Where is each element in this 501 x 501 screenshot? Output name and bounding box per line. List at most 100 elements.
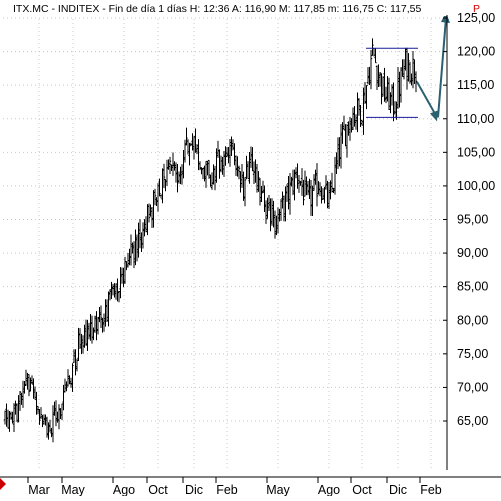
ohlc-bar	[110, 281, 113, 300]
ohlc-bar	[242, 171, 245, 201]
ohlc-bar	[78, 328, 82, 349]
ohlc-bar	[86, 319, 89, 352]
header-tag[interactable]: P	[473, 3, 480, 15]
ohlc-bar	[297, 175, 301, 193]
ohlc-bar	[396, 66, 400, 109]
ohlc-bar	[18, 391, 22, 411]
ohlc-bar	[57, 404, 61, 430]
ohlc-bar	[6, 409, 10, 429]
ohlc-bar	[216, 140, 220, 158]
ohlc-bar	[87, 322, 91, 340]
ohlc-bar	[213, 165, 217, 191]
ohlc-bar	[111, 283, 115, 296]
ohlc-bar	[134, 229, 137, 266]
ohlc-bar	[222, 151, 226, 177]
ohlc-bar	[84, 319, 88, 346]
ohlc-bar	[210, 172, 214, 190]
ohlc-bar	[179, 166, 182, 185]
ohlc-bar	[234, 155, 238, 176]
ohlc-bar	[89, 314, 92, 341]
ohlc-bar	[177, 171, 181, 184]
ohlc-bar	[116, 278, 119, 302]
ohlc-bar	[17, 395, 20, 423]
ohlc-bar	[189, 142, 193, 146]
ohlc-bar	[287, 175, 290, 210]
ohlc-bar	[354, 114, 358, 130]
ohlc-bar	[398, 71, 401, 108]
ohlc-bar	[255, 164, 259, 193]
ohlc-bar	[240, 163, 244, 188]
ohlc-bar	[95, 311, 98, 341]
ohlc-bar	[356, 92, 359, 133]
ohlc-bar	[108, 289, 112, 301]
ohlc-bar	[102, 313, 106, 332]
x-tick-label: Dic	[185, 483, 203, 496]
ohlc-bar	[275, 215, 278, 236]
ohlc-bar	[77, 327, 80, 361]
projection-arrow-down	[416, 81, 438, 118]
header-background	[0, 0, 478, 16]
ohlc-bar	[239, 171, 242, 193]
ohlc-bar	[5, 403, 8, 427]
ohlc-bar	[143, 219, 146, 237]
x-tick-label: May	[266, 483, 290, 496]
ohlc-bar	[182, 149, 185, 179]
ohlc-bar	[336, 137, 340, 169]
ohlc-bar	[288, 172, 292, 215]
ohlc-bar	[26, 372, 29, 390]
ohlc-bar	[96, 316, 100, 335]
ohlc-bar	[54, 400, 58, 427]
ohlc-bar	[35, 391, 38, 415]
ohlc-bar	[339, 124, 343, 169]
ohlc-bar	[132, 241, 136, 269]
ohlc-bar	[183, 139, 187, 163]
ohlc-bar	[188, 142, 191, 166]
ohlc-bar	[105, 299, 109, 322]
ohlc-bar	[152, 190, 155, 228]
ohlc-bar	[27, 374, 31, 397]
ohlc-bar	[233, 143, 236, 166]
ohlc-bar	[408, 61, 412, 84]
ohlc-bar	[365, 85, 368, 110]
grid	[3, 15, 444, 470]
ohlc-bar	[359, 105, 362, 127]
ohlc-bar	[273, 210, 277, 239]
ohlc-bar	[32, 378, 35, 399]
ohlc-bar	[206, 160, 209, 176]
ohlc-bar	[81, 335, 85, 354]
ohlc-bar	[144, 216, 148, 233]
ohlc-bar	[366, 67, 370, 85]
ohlc-bar	[351, 107, 355, 131]
x-tick-label: Mar	[28, 483, 50, 496]
ohlc-bar	[306, 181, 310, 196]
ohlc-bar	[317, 181, 320, 195]
ohlc-bar	[215, 148, 218, 183]
ohlc-bar	[149, 204, 152, 217]
ohlc-bar	[11, 411, 14, 424]
ohlc-bar	[281, 191, 284, 209]
ohlc-bar	[410, 73, 413, 86]
ohlc-bar	[162, 163, 166, 189]
ohlc-bar	[353, 106, 356, 127]
annotations	[366, 12, 450, 122]
ohlc-bar	[50, 427, 53, 438]
ohlc-bar	[63, 378, 67, 393]
y-axis: 65,00 70,00 75,00 80,00 85,00 90,00 95,00 100,0…	[443, 11, 495, 470]
x-tick-label: Dic	[389, 483, 407, 496]
x-tick-label: Oct	[148, 483, 168, 496]
ohlc-bar	[146, 204, 149, 236]
ohlc-bar	[12, 403, 16, 432]
ohlc-bar	[272, 200, 275, 228]
ohlc-bar	[75, 358, 79, 372]
ohlc-bar	[309, 179, 313, 216]
ohlc-bar	[350, 118, 353, 133]
ohlc-bar	[159, 194, 163, 199]
y-tick-label: 110,00	[457, 112, 494, 126]
ohlc-bar	[80, 333, 83, 355]
ohlc-bar	[267, 194, 271, 211]
ohlc-bar	[246, 161, 250, 180]
ohlc-bar	[236, 156, 239, 177]
ohlc-bar	[15, 403, 19, 422]
ohlc-bar	[209, 174, 212, 187]
ohlc-bar	[375, 65, 379, 91]
